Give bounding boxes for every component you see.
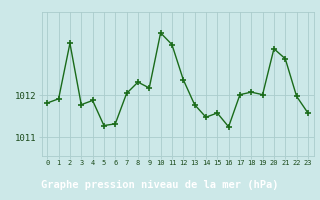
Text: Graphe pression niveau de la mer (hPa): Graphe pression niveau de la mer (hPa) [41, 180, 279, 190]
